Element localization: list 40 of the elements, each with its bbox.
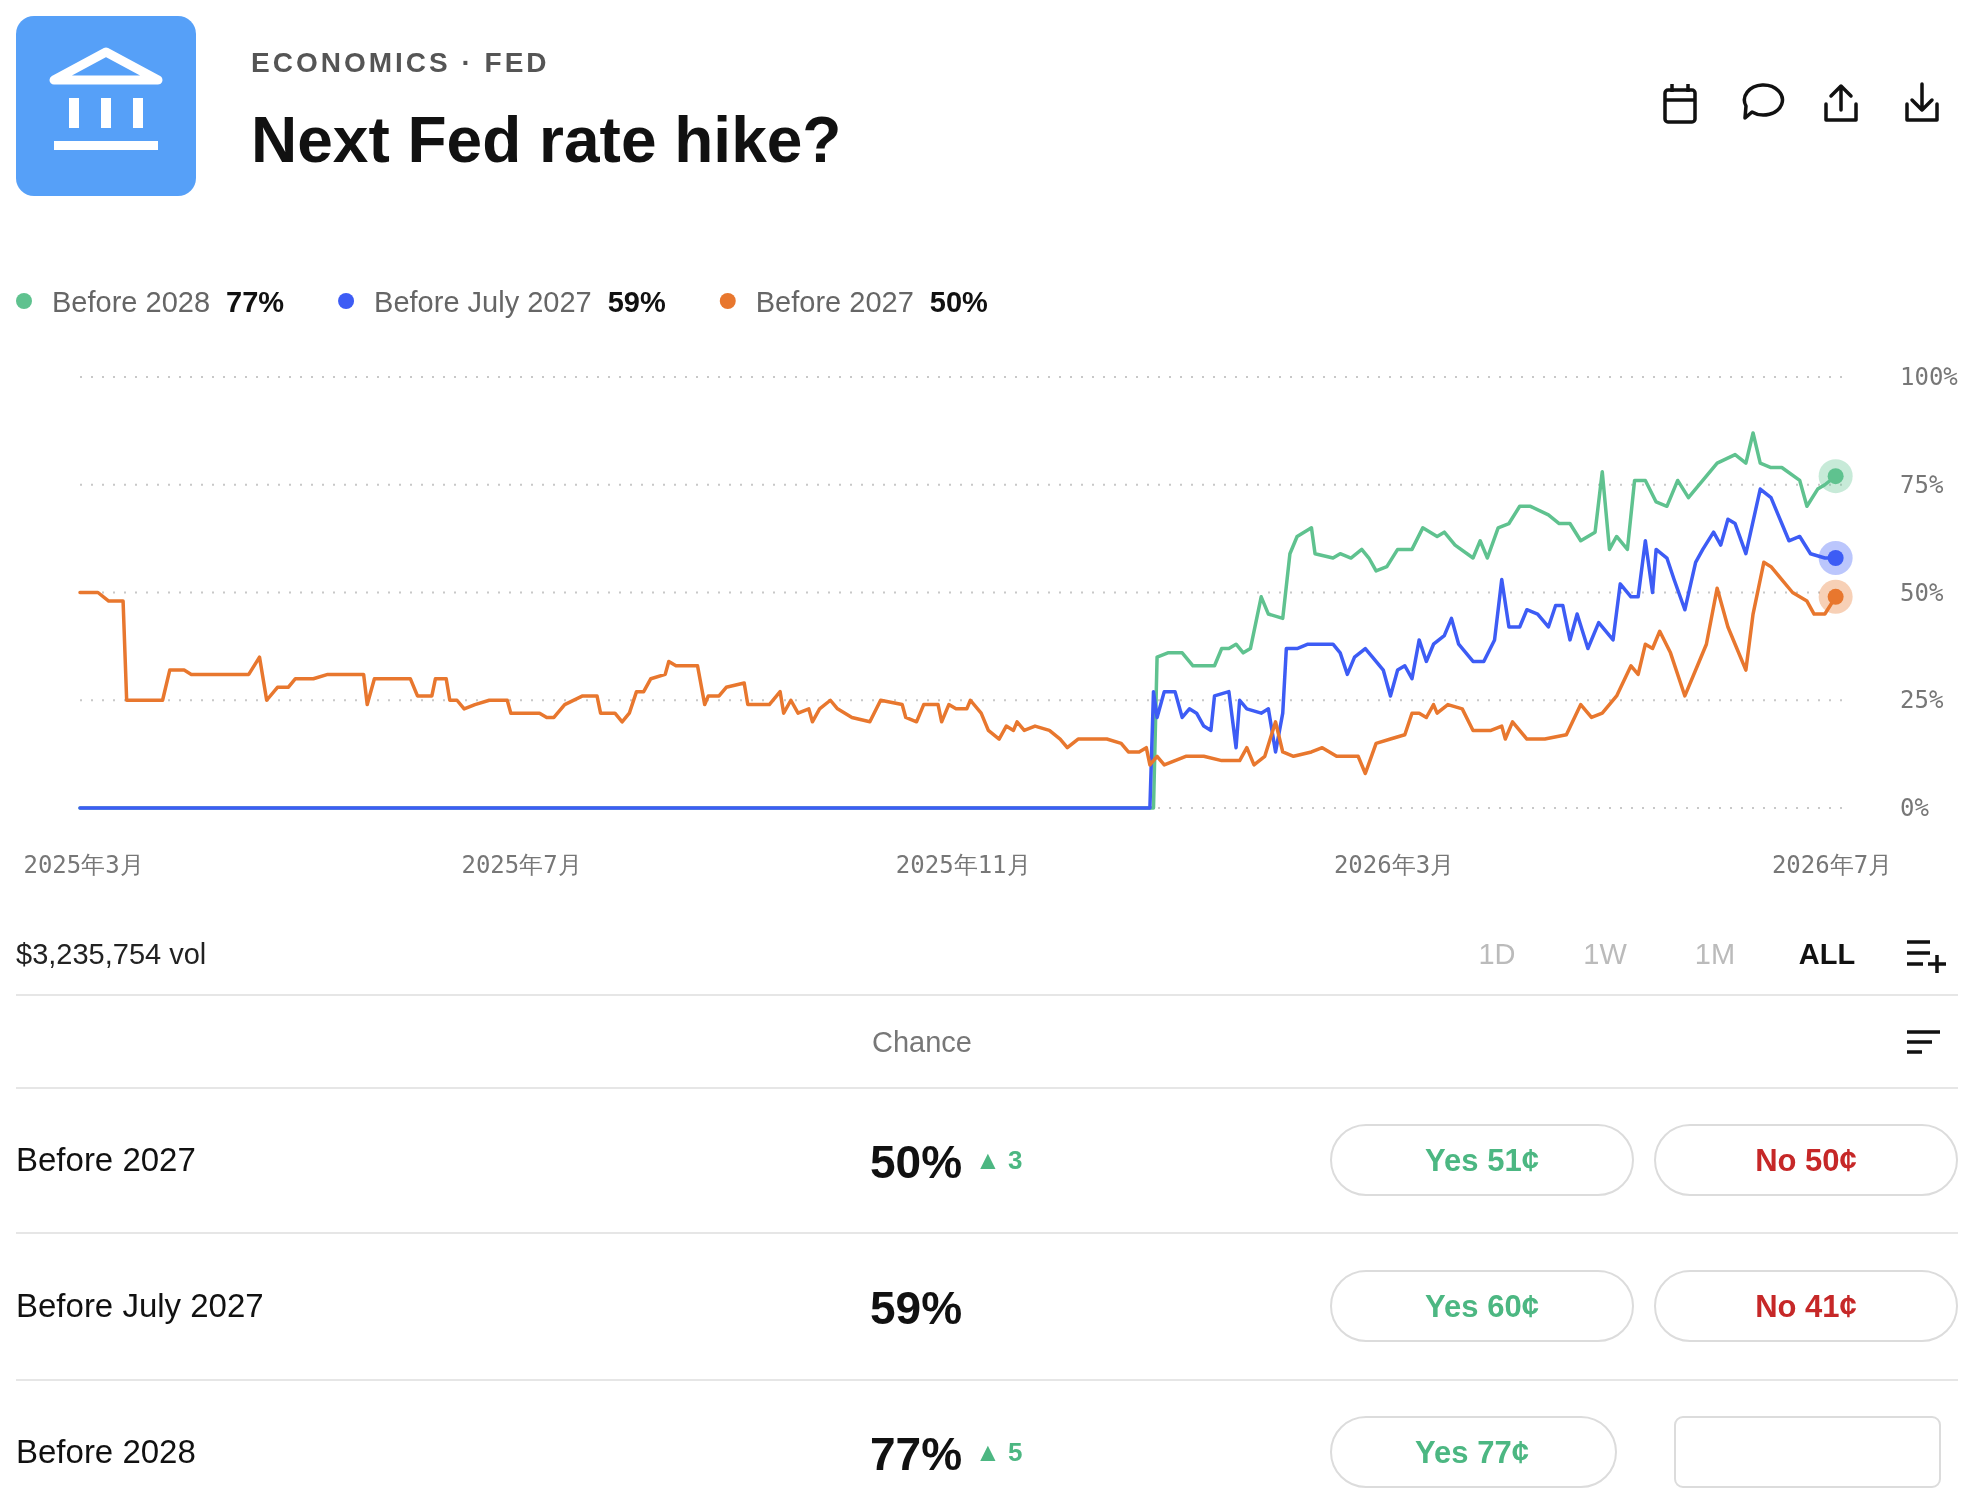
- text: 50%: [929, 286, 989, 318]
- point: [1818, 459, 1853, 494]
- x-tick-label: 2025年3月: [23, 851, 144, 879]
- x-tick-label: 2026年7月: [1771, 851, 1893, 879]
- point: [1818, 579, 1853, 614]
- text: 1W: [1583, 938, 1628, 970]
- text: Chance: [872, 1026, 972, 1058]
- text: ▲ 5: [975, 1437, 1023, 1467]
- text: 59%: [607, 286, 666, 318]
- legend-label: Before July 2027: [374, 286, 592, 318]
- y-tick-label: 0%: [1900, 794, 1930, 822]
- text: Before 2028: [16, 1433, 196, 1470]
- text: 1D: [1478, 938, 1516, 970]
- x-tick-label: 2026年3月: [1333, 851, 1455, 879]
- text: ALL: [1798, 938, 1856, 970]
- chart-subtitle: ECONOMICS · FED: [251, 47, 550, 78]
- x-tick-label: 2025年11月: [895, 851, 1031, 879]
- text: ▲ 3: [975, 1145, 1023, 1175]
- y-tick-label: 75%: [1900, 470, 1944, 499]
- text: No 50¢: [1755, 1143, 1857, 1178]
- text: 1M: [1694, 938, 1736, 970]
- y-tick-label: 50%: [1900, 578, 1944, 607]
- legend-label: Before 2027: [755, 286, 914, 318]
- text: Yes 77¢: [1415, 1435, 1529, 1470]
- text: $3,235,754 vol: [16, 938, 207, 970]
- text: 50%: [870, 1136, 963, 1188]
- text: No 41¢: [1755, 1289, 1857, 1324]
- x-tick-label: 2025年7月: [461, 851, 582, 879]
- y-tick-label: 100%: [1900, 363, 1959, 391]
- text: Yes 51¢: [1425, 1143, 1539, 1178]
- text: 77%: [870, 1428, 963, 1480]
- legend-label: Before 2028: [52, 286, 211, 318]
- text: 77%: [226, 286, 285, 318]
- text: Before July 2027: [16, 1287, 264, 1324]
- chart-title: Next Fed rate hike?: [251, 104, 842, 176]
- point: [1818, 541, 1853, 576]
- y-tick-label: 25%: [1900, 686, 1944, 715]
- text: Before 2027: [16, 1141, 196, 1178]
- text: Yes 60¢: [1425, 1289, 1539, 1324]
- text: 59%: [870, 1282, 963, 1334]
